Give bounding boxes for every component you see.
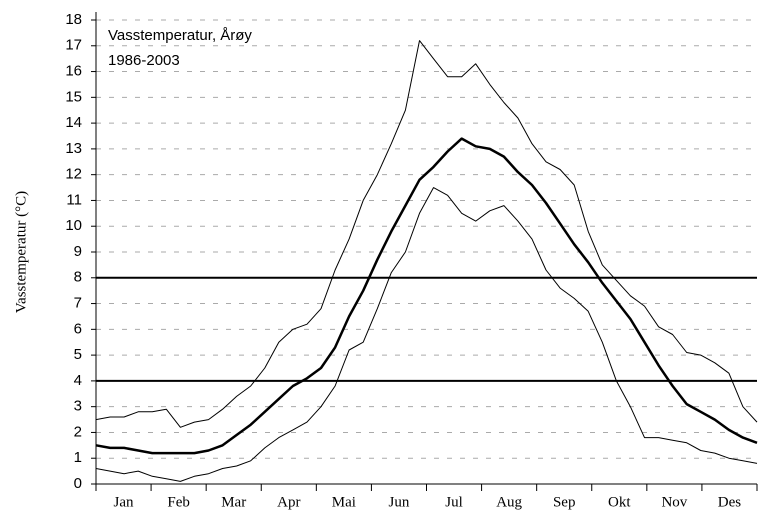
- chart-subtitle: 1986-2003: [108, 52, 180, 69]
- x-tick-label: Des: [718, 494, 741, 510]
- y-tick-label: 4: [74, 372, 82, 389]
- series-line: [95, 137, 758, 455]
- y-tick-label: 9: [74, 243, 82, 260]
- y-tick-label: 17: [65, 37, 82, 54]
- y-tick-label: 1: [74, 449, 82, 466]
- y-tick-label: 11: [66, 191, 82, 208]
- y-tick-label: 3: [74, 398, 82, 415]
- y-tick-label: 6: [74, 320, 82, 337]
- y-tick-label: 16: [65, 63, 82, 80]
- y-tick-label: 15: [65, 88, 82, 105]
- y-tick-label: 13: [65, 140, 82, 157]
- x-tick-label: Nov: [661, 494, 687, 510]
- y-tick-label: 0: [74, 475, 82, 492]
- y-tick-label: 18: [65, 11, 82, 28]
- y-tick-label: 14: [65, 114, 82, 131]
- x-tick-label: Okt: [608, 494, 631, 510]
- y-tick-label: 8: [74, 269, 82, 286]
- y-tick-label: 2: [74, 423, 82, 440]
- y-tick-label: 10: [65, 217, 82, 234]
- x-tick-label: Jan: [114, 494, 134, 510]
- y-axis-label: Vasstemperatur (°C): [13, 191, 29, 313]
- x-tick-label: Mar: [221, 494, 246, 510]
- x-tick-label: Aug: [496, 494, 522, 510]
- x-tick-label: Feb: [167, 494, 190, 510]
- series-line: [95, 187, 758, 482]
- x-tick-label: Jun: [389, 494, 410, 510]
- x-tick-label: Apr: [277, 494, 300, 510]
- chart-title: Vasstemperatur, Årøy: [108, 27, 252, 44]
- y-tick-label: 7: [74, 295, 82, 312]
- series-line: [95, 40, 758, 428]
- x-tick-label: Jul: [445, 494, 463, 510]
- y-tick-label: 12: [65, 166, 82, 183]
- x-tick-label: Mai: [332, 494, 356, 510]
- y-tick-label: 5: [74, 346, 82, 363]
- x-tick-label: Sep: [553, 494, 576, 510]
